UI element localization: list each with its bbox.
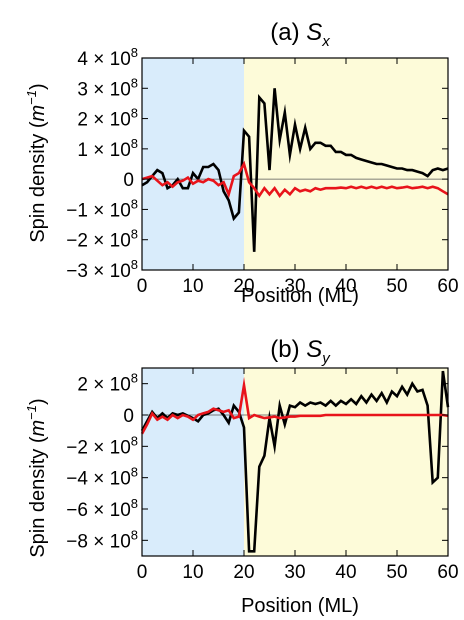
panel-a-y-axis-label: Spin density (m−1) [24,83,49,242]
panel-a-x-tick-labels: 0 10 20 30 40 50 60 [137,276,459,297]
panel-b-title: (b) Sy [270,336,331,367]
x-tick-label: 40 [335,276,356,297]
x-tick-label: 30 [284,276,305,297]
panel-b-y-tick-labels: 2 × 108 0 −2 × 108 −4 × 108 −6 × 108 −8 … [66,371,138,553]
shaded-region [244,368,448,556]
x-tick-label: 20 [233,276,254,297]
y-tick-label: 0 [123,170,134,191]
y-tick-label: −8 × 108 [66,527,138,552]
y-tick-label: −1 × 108 [66,196,138,221]
x-tick-label: 60 [437,276,458,297]
panel-a-series [141,88,449,252]
panel-b-y-axis-label: Spin density (m−1) [24,398,49,557]
panel-a: (a) Sx 4 × 108 3 × 108 2 × 108 1 × 108 0… [24,19,459,307]
y-tick-label: 3 × 108 [77,75,138,100]
panel-b-regions [142,368,448,556]
x-tick-label: 10 [182,562,203,583]
panel-b-x-tick-labels: 0 10 20 30 40 50 60 [137,562,459,583]
panel-a-regions [142,58,448,270]
shaded-region [142,368,244,556]
x-tick-label: 0 [137,562,148,583]
y-tick-label: 1 × 108 [77,136,138,161]
panel-b-series [140,370,450,553]
panel-a-ticks [141,57,449,271]
y-tick-label: −2 × 108 [66,433,138,458]
x-tick-label: 0 [137,276,148,297]
y-tick-label: −3 × 108 [66,257,138,282]
y-tick-label: −4 × 108 [66,465,138,490]
series-line-red [141,160,449,199]
panel-a-y-tick-labels: 4 × 108 3 × 108 2 × 108 1 × 108 0 −1 × 1… [66,45,138,282]
y-tick-label: −2 × 108 [66,227,138,252]
shaded-region [244,58,448,270]
panel-a-x-axis-label: Position (ML) [241,285,359,307]
x-tick-label: 50 [386,276,407,297]
x-tick-label: 50 [386,562,407,583]
y-tick-label: 2 × 108 [77,106,138,131]
series-line-red [140,376,449,435]
panel-b-x-axis-label: Position (ML) [241,595,359,617]
panel-b-ticks [141,368,449,556]
shaded-region [142,58,244,270]
x-tick-label: 30 [284,562,305,583]
x-tick-label: 60 [437,562,458,583]
panel-b: (b) Sy 2 × 108 0 −2 × 108 −4 × 108 −6 × … [24,336,459,617]
series-line-black [141,88,449,252]
y-tick-label: 4 × 108 [77,45,138,70]
x-tick-label: 40 [335,562,356,583]
y-tick-label: −6 × 108 [66,496,138,521]
x-tick-label: 20 [233,562,254,583]
y-tick-label: 0 [123,406,134,427]
x-tick-label: 10 [182,276,203,297]
y-tick-label: 2 × 108 [77,371,138,396]
panel-a-title: (a) Sx [270,19,330,50]
